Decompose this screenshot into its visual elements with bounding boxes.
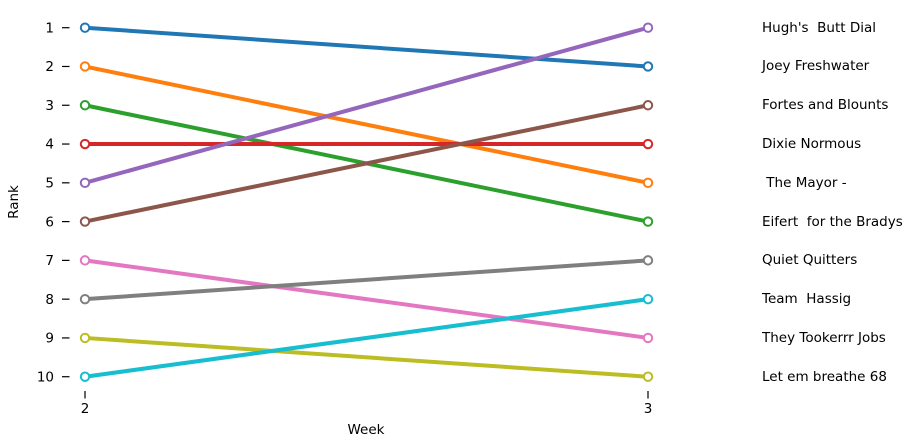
series-line bbox=[83, 297, 650, 379]
series-marker bbox=[79, 22, 91, 33]
legend-item: Dixie Normous bbox=[762, 136, 862, 153]
y-tick-label: 6 bbox=[45, 214, 54, 230]
legend-item: Hugh's Butt Dial bbox=[762, 19, 877, 36]
x-axis-label: Week bbox=[347, 422, 385, 438]
legend-item: The Mayor - bbox=[762, 174, 847, 191]
y-tick-label: 1 bbox=[45, 20, 54, 36]
series-marker bbox=[79, 255, 91, 266]
series-marker bbox=[642, 22, 654, 33]
x-tick-label: 2 bbox=[81, 401, 90, 417]
series-marker bbox=[79, 216, 91, 227]
y-tick-label: 5 bbox=[45, 176, 54, 192]
series-marker bbox=[642, 177, 654, 189]
series-marker bbox=[642, 371, 654, 382]
legend-item: Quiet Quitters bbox=[762, 252, 858, 269]
legend-item: Let em breathe 68 bbox=[762, 368, 887, 385]
series-marker bbox=[79, 100, 91, 111]
series-line bbox=[83, 25, 650, 69]
series-marker bbox=[79, 371, 91, 382]
series-marker bbox=[642, 100, 654, 111]
series-line bbox=[83, 335, 650, 379]
legend-item: Fortes and Blounts bbox=[762, 97, 889, 114]
legend-item: Joey Freshwater bbox=[762, 58, 870, 75]
series-marker bbox=[642, 255, 654, 266]
y-tick-label: 9 bbox=[45, 331, 54, 347]
series-marker bbox=[79, 177, 91, 189]
y-tick-label: 7 bbox=[45, 253, 54, 269]
legend-item: Eifert for the Bradys bbox=[762, 213, 903, 230]
series-marker bbox=[79, 138, 91, 150]
series-line bbox=[83, 258, 650, 340]
series-line bbox=[83, 64, 650, 185]
legend-item: Team Hassig bbox=[762, 291, 852, 308]
series-marker bbox=[642, 61, 654, 72]
series-marker bbox=[642, 293, 654, 305]
y-tick-label: 8 bbox=[45, 292, 54, 308]
series-line bbox=[83, 103, 650, 224]
y-tick-label: 2 bbox=[45, 59, 54, 75]
series-marker bbox=[642, 138, 654, 150]
series-marker bbox=[79, 332, 91, 344]
legend-item: They Tookerrr Jobs bbox=[762, 329, 886, 346]
series-marker bbox=[79, 61, 91, 72]
series-marker bbox=[79, 293, 91, 305]
series-marker bbox=[642, 216, 654, 227]
series-line bbox=[83, 258, 650, 302]
series-marker bbox=[642, 332, 654, 344]
y-tick-label: 10 bbox=[37, 369, 54, 385]
y-tick-label: 4 bbox=[45, 137, 54, 153]
y-tick-label: 3 bbox=[45, 98, 54, 114]
x-tick-label: 3 bbox=[644, 401, 653, 417]
series-line bbox=[83, 25, 650, 185]
